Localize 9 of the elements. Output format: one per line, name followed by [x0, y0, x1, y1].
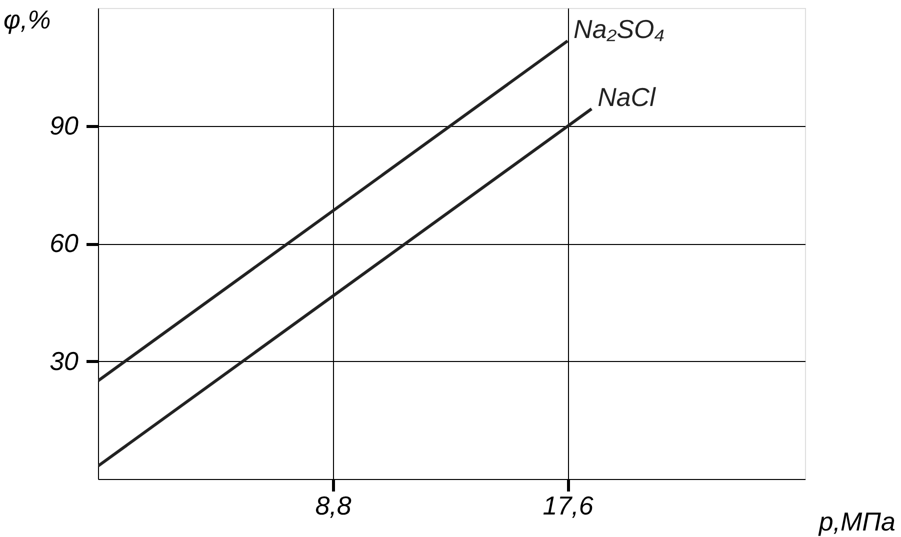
series-label: NaCl: [598, 82, 657, 112]
y-tick-label: 90: [50, 110, 80, 140]
y-tick-label: 30: [50, 346, 80, 376]
x-tick-label: 8,8: [315, 490, 352, 520]
y-tick-label: 60: [50, 228, 80, 258]
series-label: Na₂SO₄: [574, 14, 665, 44]
y-axis-title: φ,%: [4, 4, 51, 34]
x-axis-title: p,МПа: [818, 506, 896, 536]
x-tick-label: 17,6: [542, 490, 594, 520]
